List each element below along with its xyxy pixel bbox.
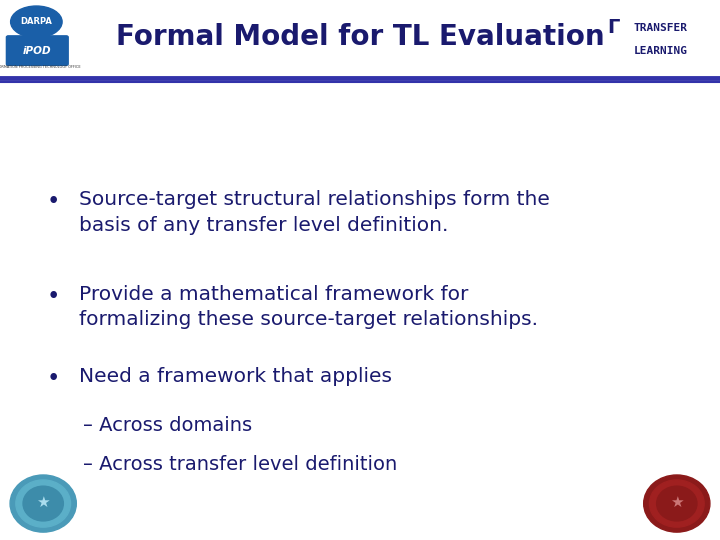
Text: – Across domains: – Across domains bbox=[83, 416, 252, 435]
Text: Source-target structural relationships form the
basis of any transfer level defi: Source-target structural relationships f… bbox=[79, 190, 550, 235]
Text: Need a framework that applies: Need a framework that applies bbox=[79, 367, 392, 387]
Circle shape bbox=[16, 480, 71, 527]
Text: Formal Model for TL Evaluation: Formal Model for TL Evaluation bbox=[116, 23, 604, 51]
Text: ★: ★ bbox=[670, 495, 683, 510]
Text: TRANSFER: TRANSFER bbox=[634, 23, 688, 33]
Text: •: • bbox=[47, 285, 60, 308]
Text: Γ: Γ bbox=[608, 18, 620, 37]
Text: iPOD: iPOD bbox=[23, 45, 52, 56]
Ellipse shape bbox=[11, 6, 62, 38]
Text: •: • bbox=[47, 367, 60, 390]
Text: •: • bbox=[47, 190, 60, 213]
Text: ★: ★ bbox=[37, 495, 50, 510]
Text: Provide a mathematical framework for
formalizing these source-target relationshi: Provide a mathematical framework for for… bbox=[79, 285, 539, 329]
Circle shape bbox=[657, 486, 697, 521]
FancyBboxPatch shape bbox=[6, 36, 68, 65]
Circle shape bbox=[10, 475, 76, 532]
Circle shape bbox=[644, 475, 710, 532]
Circle shape bbox=[23, 486, 63, 521]
Text: INFORMATION PROCESSING TECHNOLOGY OFFICE: INFORMATION PROCESSING TECHNOLOGY OFFICE bbox=[0, 65, 81, 70]
Text: – Across transfer level definition: – Across transfer level definition bbox=[83, 455, 397, 474]
Text: LEARNING: LEARNING bbox=[634, 45, 688, 56]
Text: DARPA: DARPA bbox=[20, 17, 53, 26]
Circle shape bbox=[649, 480, 704, 527]
